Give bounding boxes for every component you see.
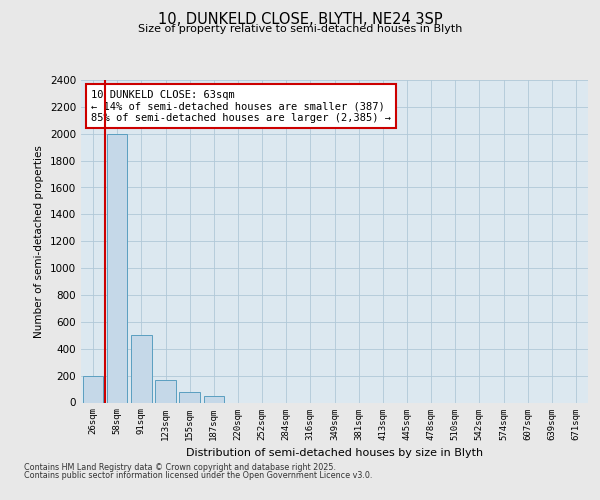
Text: Size of property relative to semi-detached houses in Blyth: Size of property relative to semi-detach… bbox=[138, 24, 462, 34]
Text: Contains HM Land Registry data © Crown copyright and database right 2025.: Contains HM Land Registry data © Crown c… bbox=[24, 462, 336, 471]
Text: 10, DUNKELD CLOSE, BLYTH, NE24 3SP: 10, DUNKELD CLOSE, BLYTH, NE24 3SP bbox=[158, 12, 442, 28]
Bar bbox=[155, 380, 176, 402]
Text: 10 DUNKELD CLOSE: 63sqm
← 14% of semi-detached houses are smaller (387)
85% of s: 10 DUNKELD CLOSE: 63sqm ← 14% of semi-de… bbox=[91, 90, 391, 123]
Bar bbox=[131, 336, 152, 402]
Bar bbox=[107, 134, 127, 402]
Bar bbox=[83, 376, 103, 402]
Bar bbox=[203, 396, 224, 402]
X-axis label: Distribution of semi-detached houses by size in Blyth: Distribution of semi-detached houses by … bbox=[186, 448, 483, 458]
Y-axis label: Number of semi-detached properties: Number of semi-detached properties bbox=[34, 145, 44, 338]
Text: Contains public sector information licensed under the Open Government Licence v3: Contains public sector information licen… bbox=[24, 472, 373, 480]
Bar bbox=[179, 392, 200, 402]
